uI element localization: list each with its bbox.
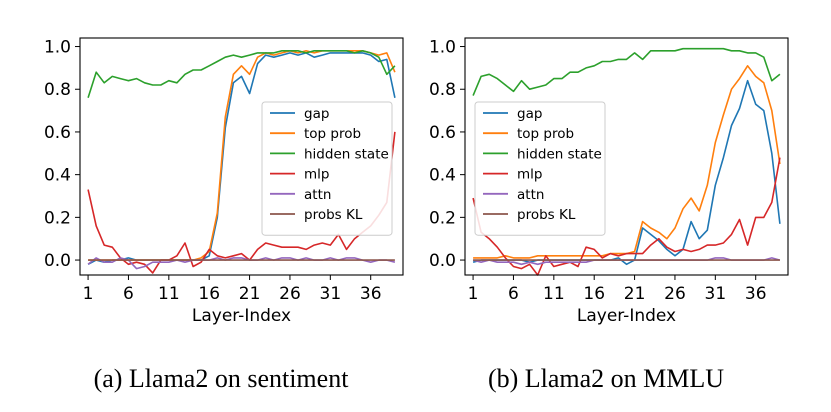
x-tick-label: 21: [239, 284, 261, 304]
panel-b: 0.00.20.40.60.81.01 6 11 16 21 26 31 36Layer-In…: [429, 37, 789, 393]
y-tick-label: 0.6: [44, 123, 71, 143]
legend-label: top prob: [304, 126, 361, 142]
series-line-mlp: [472, 157, 781, 276]
y-tick-label: 0.8: [44, 80, 71, 100]
y-tick-label: 0.0: [429, 251, 456, 271]
legend-box: [261, 101, 393, 236]
series-line-hidden-state: [472, 47, 781, 96]
x-tick-label: 11: [158, 284, 180, 304]
x-tick-label: 26: [279, 284, 301, 304]
y-tick-label: 0.2: [429, 208, 456, 228]
x-tick-label: 31: [320, 284, 342, 304]
legend-label: attn: [517, 187, 544, 203]
y-tick-label: 0.4: [429, 166, 456, 186]
x-tick-label: 6: [123, 284, 134, 304]
legend-label: mlp: [517, 167, 542, 183]
legend-label: gap: [517, 106, 542, 122]
x-tick-label: 36: [745, 284, 767, 304]
legend: gap top prob hidden state mlp attn probs KL: [474, 101, 606, 236]
y-tick-label: 0.0: [44, 251, 71, 271]
y-tick-label: 1.0: [429, 38, 456, 58]
y-tick-label: 0.8: [429, 80, 456, 100]
series-line-attn: [87, 257, 396, 270]
series-line-hidden-state: [87, 49, 396, 99]
legend-box: [474, 101, 606, 236]
legend-label: hidden state: [304, 146, 389, 162]
x-tick-label: 1: [83, 284, 94, 304]
legend-label: probs KL: [304, 207, 363, 223]
y-tick-label: 0.4: [44, 166, 71, 186]
legend-label: gap: [304, 106, 329, 122]
y-tick-label: 0.2: [44, 208, 71, 228]
y-tick-label: 0.6: [429, 123, 456, 143]
x-tick-label: 6: [508, 284, 519, 304]
x-tick-label: 21: [624, 284, 646, 304]
panel-caption: (b) Llama2 on MMLU: [488, 364, 724, 393]
x-tick-label: 16: [198, 284, 220, 304]
legend: gap top prob hidden state mlp attn probs KL: [261, 101, 393, 236]
x-tick-label: 1: [468, 284, 479, 304]
x-axis-label: Layer-Index: [192, 306, 291, 326]
x-tick-label: 16: [583, 284, 605, 304]
panel-caption: (a) Llama2 on sentiment: [94, 364, 350, 393]
legend-label: attn: [304, 187, 331, 203]
plot-frame: [79, 37, 404, 276]
y-tick-label: 1.0: [44, 38, 71, 58]
legend-label: hidden state: [517, 146, 602, 162]
legend-label: probs KL: [517, 207, 576, 223]
x-axis-label: Layer-Index: [577, 306, 676, 326]
x-tick-label: 26: [664, 284, 686, 304]
x-tick-label: 11: [543, 284, 565, 304]
plot-frame: [464, 37, 789, 276]
legend-label: mlp: [304, 167, 329, 183]
series-line-mlp: [87, 131, 396, 274]
panel-a: 0.00.20.40.60.81.01 6 11 16 21 26 31 36Layer-In…: [44, 37, 404, 393]
x-tick-label: 36: [360, 284, 382, 304]
x-tick-label: 31: [705, 284, 727, 304]
legend-label: top prob: [517, 126, 574, 142]
